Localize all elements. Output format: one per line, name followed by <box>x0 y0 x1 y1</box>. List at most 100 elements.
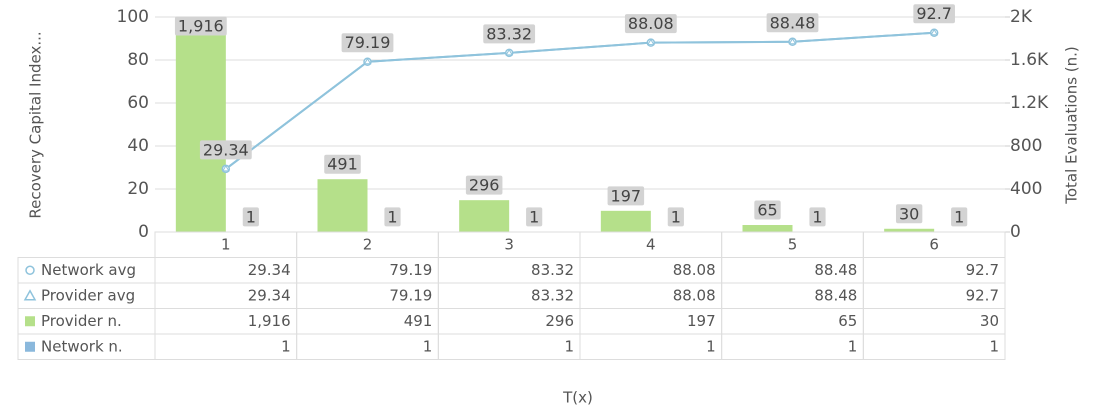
table-value: 1 <box>848 337 858 355</box>
marker <box>646 38 655 46</box>
value-label-box <box>809 207 826 227</box>
table-cell <box>296 333 439 360</box>
value-label-box <box>913 4 955 24</box>
table-value: 88.48 <box>814 286 857 304</box>
grid <box>155 16 1005 233</box>
value-label-box <box>754 200 781 220</box>
value-label: 1,916 <box>174 16 227 36</box>
table-value: 30 <box>980 312 999 330</box>
y-tick-label: 40 <box>127 136 149 156</box>
table-value: 197 <box>687 312 716 330</box>
table-value: 88.08 <box>673 261 716 279</box>
value-label: 1 <box>242 207 259 227</box>
value-label-text: 1 <box>812 207 822 226</box>
value-label: 29.34 <box>199 140 252 160</box>
value-label: 1 <box>951 207 968 227</box>
value-label: 92.7 <box>913 4 955 24</box>
bar <box>742 225 793 232</box>
value-label-box <box>624 14 677 34</box>
value-label-text: 1 <box>954 207 964 226</box>
line <box>225 31 935 170</box>
value-label-text: 1 <box>671 207 681 226</box>
table-value: 1 <box>706 337 716 355</box>
value-label-text: 92.7 <box>916 4 952 23</box>
x-tick-label: 3 <box>504 235 514 253</box>
table-value: 83.32 <box>531 286 574 304</box>
value-label-text: 1 <box>529 207 539 226</box>
y2-axis-title: Total Evaluations (n.) <box>1063 46 1081 205</box>
table-value: 29.34 <box>248 286 291 304</box>
value-label-box <box>667 207 684 227</box>
table-value: 92.7 <box>966 286 999 304</box>
value-label-box <box>766 13 819 33</box>
value-label-box <box>483 24 536 44</box>
table-value: 88.08 <box>673 286 716 304</box>
value-label-box <box>895 204 923 224</box>
value-label-text: 88.08 <box>628 14 674 33</box>
value-label-text: 491 <box>327 155 358 174</box>
y2-tick-label: 1.2K <box>1010 93 1049 113</box>
legend-marker <box>25 341 35 352</box>
value-label-box <box>951 207 968 227</box>
table-value: 1 <box>281 337 291 355</box>
value-label-text: 30 <box>899 204 919 223</box>
x-tick-label: 5 <box>788 235 798 253</box>
bar <box>600 210 651 232</box>
y-tick-label: 80 <box>127 50 149 70</box>
bar <box>317 179 368 232</box>
y2-tick-label: 400 <box>1010 179 1042 199</box>
legend-marker <box>25 316 35 327</box>
value-label: 1 <box>809 207 826 227</box>
value-label: 1 <box>667 207 684 227</box>
x-tick-label: 6 <box>929 235 939 253</box>
table-cell <box>154 333 298 360</box>
value-label: 65 <box>754 200 781 220</box>
value-label-text: 83.32 <box>486 24 532 43</box>
value-label: 88.48 <box>766 13 819 33</box>
legend-label: Provider n. <box>41 312 122 330</box>
legend-label: Network n. <box>41 337 123 355</box>
value-label: 491 <box>324 154 361 174</box>
table-value: 1 <box>423 337 433 355</box>
value-label-box <box>341 33 394 53</box>
value-label-text: 197 <box>611 186 642 205</box>
marker <box>363 57 372 65</box>
y-tick-label: 60 <box>127 93 149 113</box>
bar <box>459 200 510 232</box>
table-value: 1 <box>564 337 574 355</box>
value-label: 83.32 <box>483 24 536 44</box>
table-value: 92.7 <box>966 261 999 279</box>
value-label-text: 1,916 <box>178 17 224 36</box>
table-value: 88.48 <box>814 261 857 279</box>
marker <box>221 164 230 172</box>
marker <box>930 28 939 36</box>
y2-tick-label: 2K <box>1010 7 1033 27</box>
value-label: 1 <box>384 207 401 227</box>
table-value: 79.19 <box>389 286 432 304</box>
y2-tick-label: 1.6K <box>1010 50 1049 70</box>
value-label-text: 1 <box>387 207 397 226</box>
y-tick-label: 20 <box>127 179 149 199</box>
y-tick-label: 100 <box>117 7 149 27</box>
x-tick-label: 2 <box>363 235 373 253</box>
y2-tick-label: 0 <box>1010 222 1021 242</box>
table-cell <box>579 333 723 360</box>
table-value: 1,916 <box>248 312 291 330</box>
y-tick-label: 0 <box>138 222 149 242</box>
marker <box>788 37 797 45</box>
legend-marker <box>23 289 37 301</box>
value-label-box <box>242 207 259 227</box>
value-label: 88.08 <box>624 14 677 34</box>
value-label-text: 29.34 <box>203 140 249 159</box>
table-value: 83.32 <box>531 261 574 279</box>
table-value: 65 <box>838 312 857 330</box>
value-label-box <box>526 207 543 227</box>
value-label-text: 65 <box>757 201 777 220</box>
bar <box>884 228 935 232</box>
legend-label: Provider avg <box>41 286 135 304</box>
value-label-box <box>174 16 227 36</box>
table-value: 1 <box>989 337 999 355</box>
table-cell <box>862 333 1006 360</box>
legend-label: Network avg <box>41 261 136 279</box>
